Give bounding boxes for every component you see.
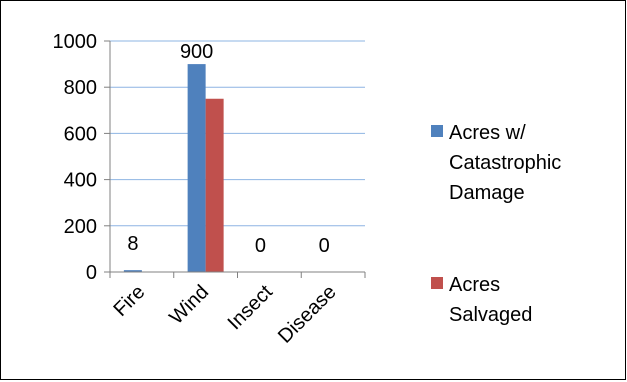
legend-label: Damage	[449, 182, 525, 204]
legend-label: Acres w/	[449, 122, 526, 144]
y-tick-label: 400	[64, 170, 97, 192]
x-category-label: Fire	[109, 281, 149, 321]
x-category-label: Insect	[224, 281, 278, 335]
bars	[123, 64, 224, 272]
bar-fire-series-1	[123, 270, 142, 272]
gridlines	[110, 40, 365, 227]
data-label: 0	[255, 235, 266, 257]
legend: Acres w/Catastrophic Damage Acres Salvaged	[431, 122, 561, 326]
legend-swatch-series-2	[431, 277, 443, 289]
y-tick-label: 1000	[53, 31, 98, 53]
data-label: 0	[319, 235, 330, 257]
axes	[104, 40, 366, 278]
bar-wind-series-2	[205, 98, 224, 272]
y-tick-label: 200	[64, 216, 97, 238]
x-category-label: Disease	[274, 281, 341, 348]
legend-label: Catastrophic	[449, 152, 561, 174]
y-tick-label: 600	[64, 123, 97, 145]
legend-label: Acres	[449, 274, 500, 296]
bar-wind-series-1	[187, 64, 206, 272]
y-tick-label: 800	[64, 77, 97, 99]
x-category-label: Wind	[165, 281, 213, 329]
legend-label: Salvaged	[449, 304, 532, 326]
legend-swatch-series-1	[431, 125, 443, 137]
y-tick-label: 0	[86, 262, 97, 284]
data-label: 8	[127, 233, 138, 255]
data-label: 900	[180, 41, 213, 63]
